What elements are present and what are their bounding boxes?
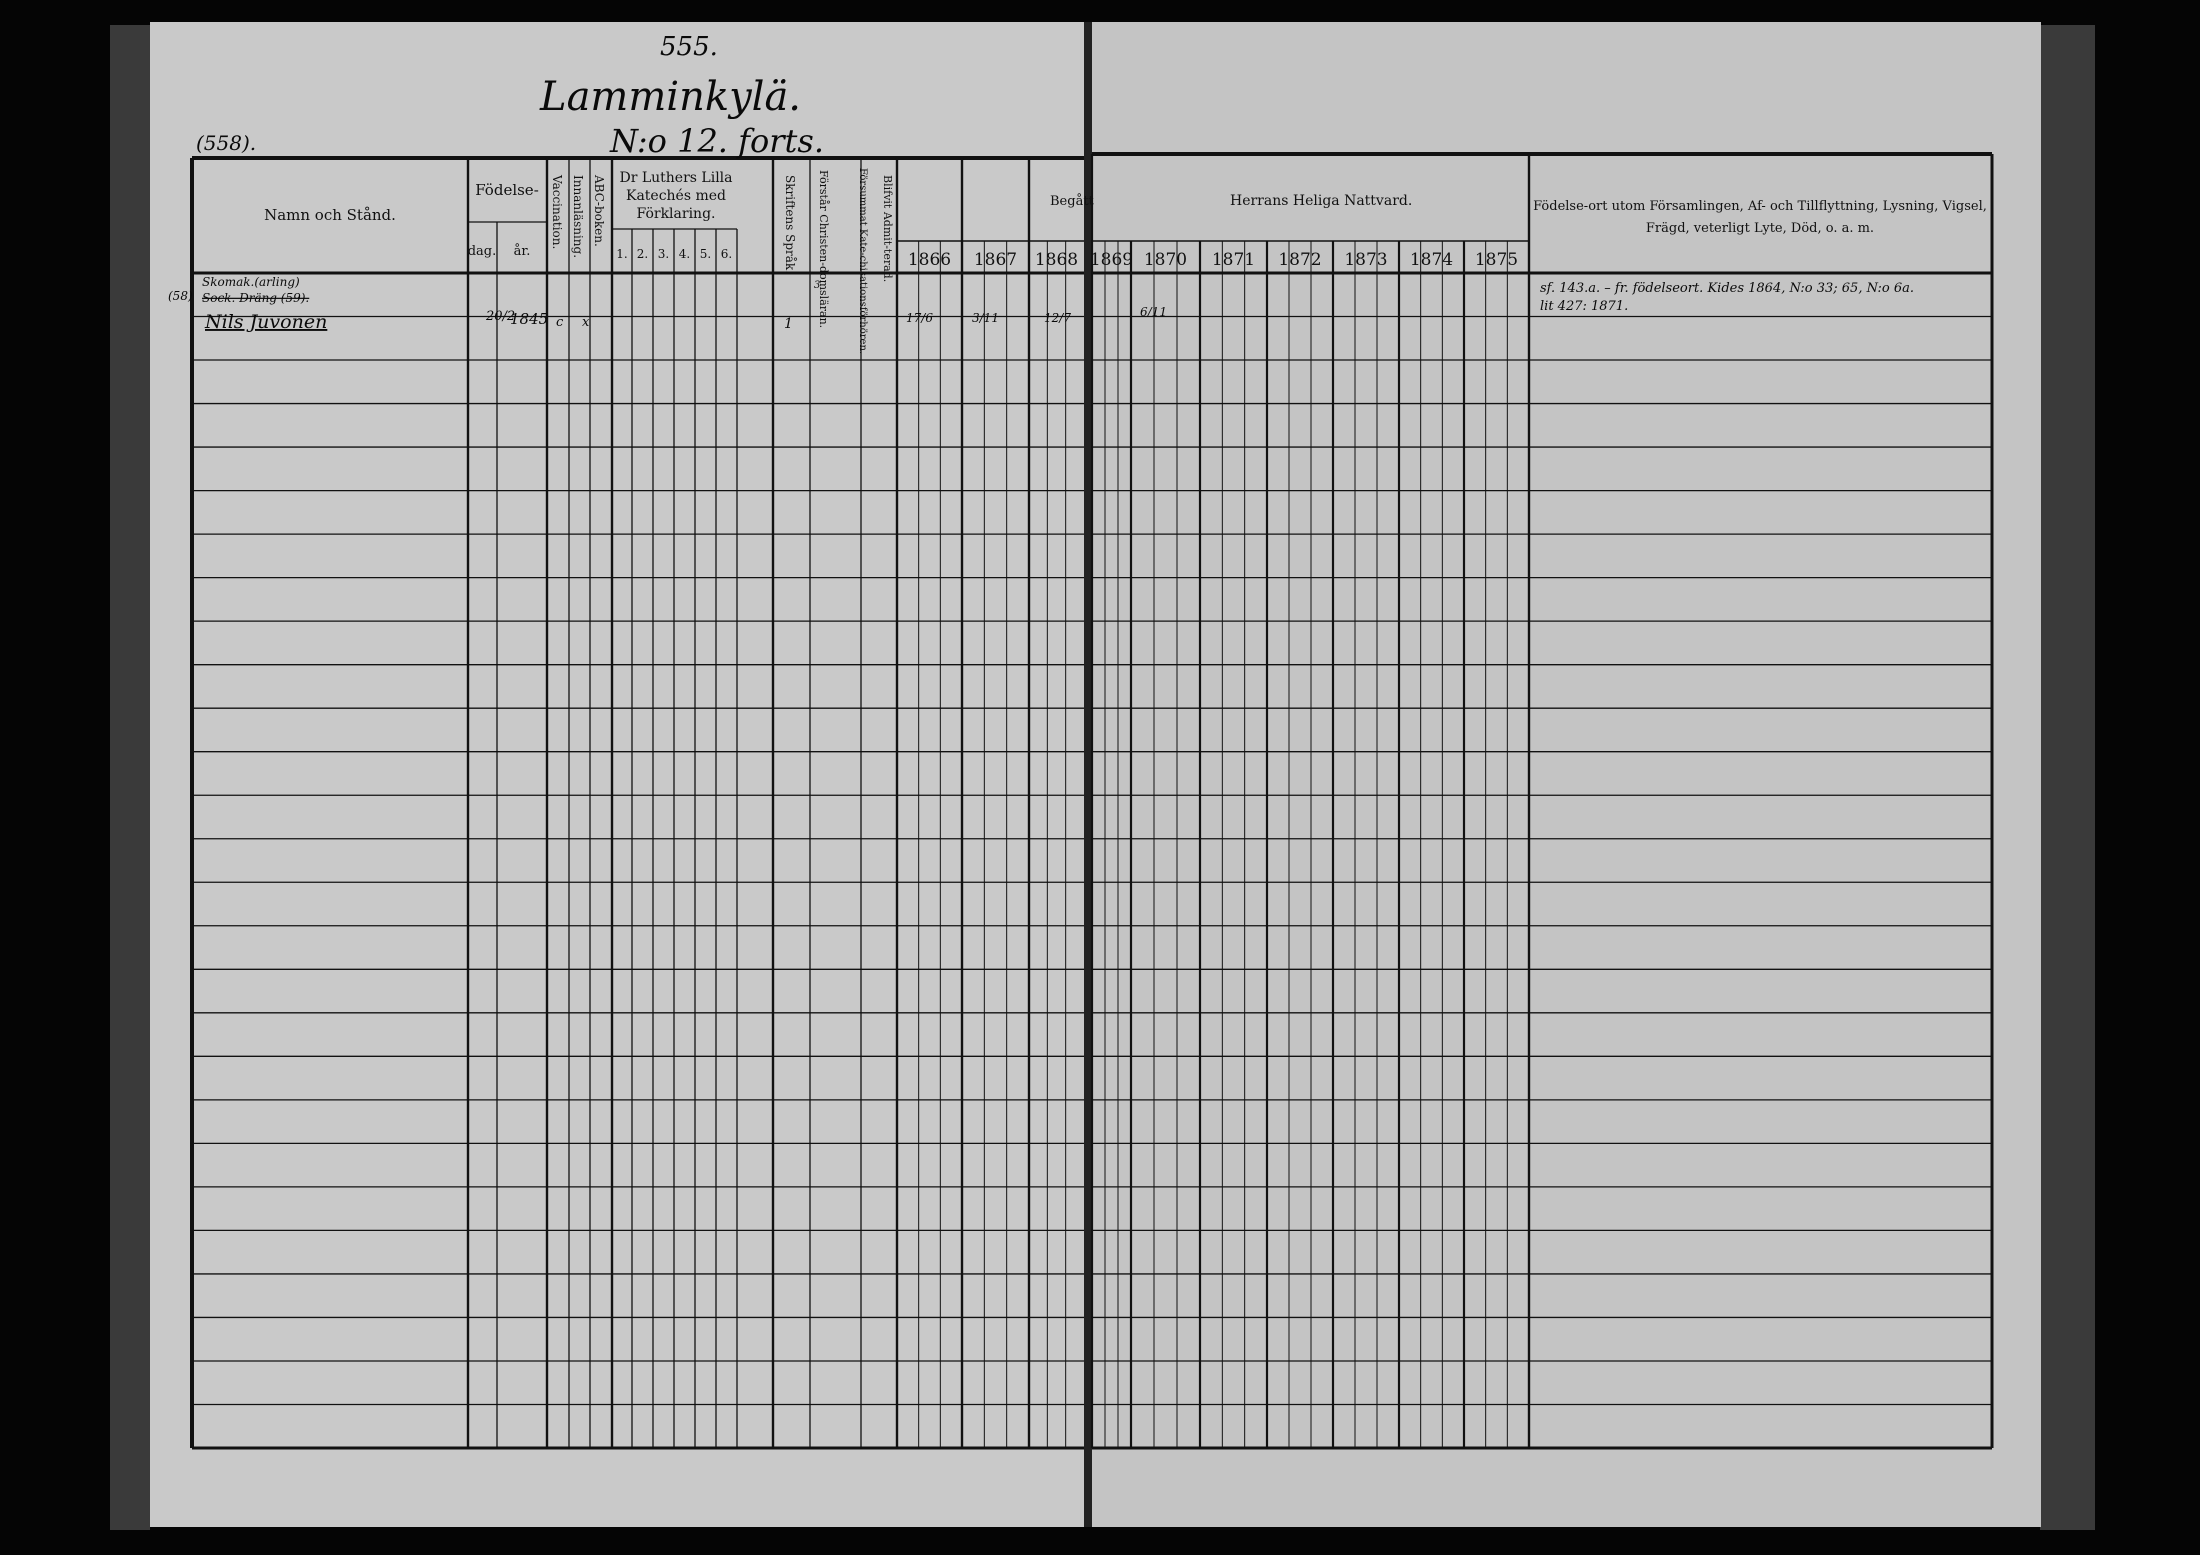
header-year: 1873 (1344, 250, 1387, 270)
gutter (1084, 22, 1092, 1527)
right-binding-edge (2040, 25, 2095, 1530)
header-catechism-part: 4. (679, 247, 690, 261)
header-missed: Försummat Kate-chisationsförhören. (857, 168, 868, 354)
header-understands: Förstår Christen-domsläran. (817, 170, 830, 328)
header-abc: ABC-boken. (592, 174, 606, 247)
header-year: 1870 (1144, 250, 1187, 270)
header-year: 1866 (908, 250, 951, 270)
entry-1866: 17/6 (906, 311, 933, 325)
entry-occupation-2: Sock. Dräng (59). (202, 291, 309, 305)
header-year: 1874 (1410, 250, 1453, 270)
header-catechism-2: Katechés med (626, 188, 726, 204)
entry-1870: 6/11 (1140, 305, 1167, 319)
header-catechism-1: Dr Luthers Lilla (619, 170, 732, 186)
header-catechism-3: Förklaring. (637, 206, 716, 222)
header-catechism-part: 6. (721, 247, 732, 261)
header-vaccination: Vaccination. (550, 174, 564, 249)
entry-margin-ref: (58) (168, 289, 193, 303)
page-number: 555. (660, 32, 718, 62)
entry-reading: x (582, 315, 590, 330)
header-year: 1871 (1212, 250, 1255, 270)
entry-occupation-1: Skomak.(arling) (202, 275, 300, 289)
header-remarks-1: Födelse-ort utom Församlingen, Af- och T… (1533, 199, 1987, 214)
year-labels-right: 1869 1870 1871 1872 1873 1874 1875 (1090, 250, 1518, 270)
entry-remarks-2: lit 427: 1871. (1540, 299, 1628, 314)
table-grid (190, 152, 1994, 1450)
header-catechism-part: 2. (637, 247, 648, 261)
header-attended: Begått (1050, 193, 1095, 209)
village-name: Lamminkylä. (539, 74, 801, 120)
header-year: 1868 (1035, 250, 1078, 270)
header-admitted: Blifvit Admit-terad. (881, 175, 894, 282)
header-year: 1875 (1475, 250, 1518, 270)
header-remarks-2: Frägd, veterligt Lyte, Död, o. a. m. (1646, 221, 1874, 236)
header-catechism-part: 5. (700, 247, 711, 261)
entry-row: (58) Skomak.(arling) Sock. Dräng (59). N… (168, 275, 1914, 333)
entry-1867: 3/11 (972, 311, 999, 325)
header-catechism-part: 1. (616, 247, 627, 261)
header-birth-year: år. (514, 243, 531, 259)
entry-remarks-1: sf. 143.a. – fr. födelseort. Kides 1864,… (1540, 281, 1914, 296)
header-catechism-part: 3. (658, 247, 669, 261)
catechism-parts: 1. 2. 3. 4. 5. 6. (616, 247, 732, 261)
header-communion: Herrans Heliga Nattvard. (1230, 193, 1412, 209)
header-year: 1869 (1090, 250, 1133, 270)
entry-1868: 12/7 (1044, 311, 1071, 325)
right-page (1091, 22, 2041, 1527)
household-number: N:o 12. forts. (609, 122, 824, 160)
header-year: 1867 (974, 250, 1017, 270)
header-year: 1872 (1278, 250, 1321, 270)
year-labels-left: 1866 1867 1868 (908, 250, 1078, 270)
entry-missed: 3 (814, 280, 820, 291)
entry-birth-year: 1845 (510, 310, 548, 328)
header-birth: Födelse- (475, 181, 539, 199)
entry-scripture: 1 (784, 316, 793, 332)
header-name: Namn och Stånd. (264, 206, 396, 224)
header-birth-day: dag. (468, 244, 497, 259)
previous-reference: (558). (196, 131, 256, 155)
entry-vaccination: c (556, 315, 564, 330)
left-binding-edge (110, 25, 150, 1530)
header-reading: Innanläsning. (571, 175, 585, 258)
entry-name: Nils Juvonen (204, 311, 327, 333)
entry-birth-day: 20/2 (485, 309, 515, 324)
header-scripture: Skriftens Språk. (783, 175, 798, 274)
